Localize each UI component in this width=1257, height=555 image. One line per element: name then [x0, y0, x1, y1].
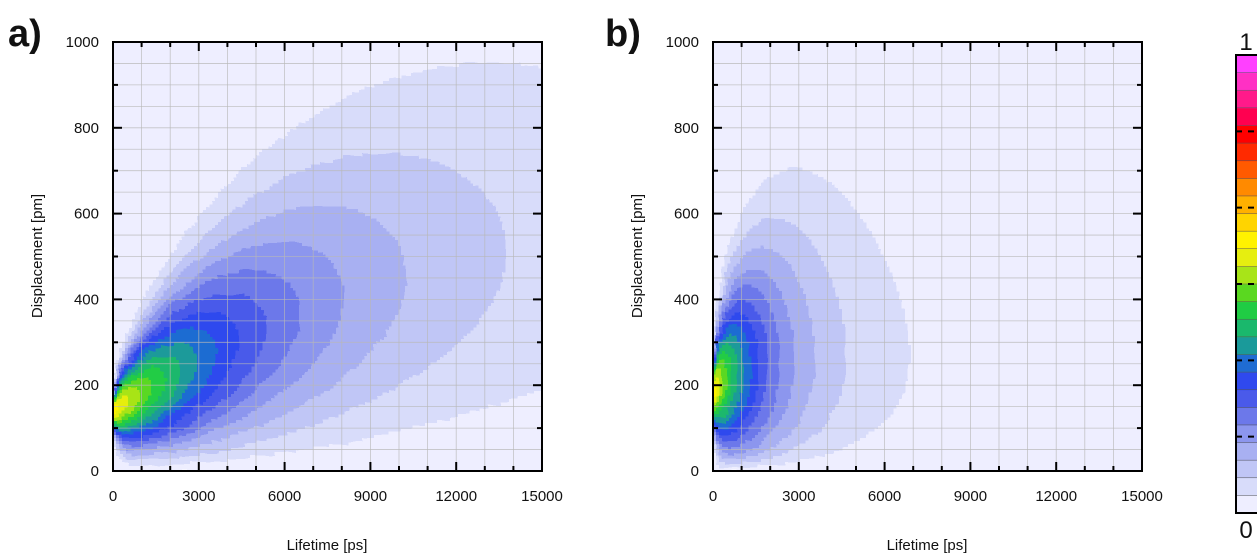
panel-a-xtick-label: 0 [109, 488, 117, 505]
panel-a-xtick-label: 15000 [521, 488, 563, 505]
colorbar-band [1236, 389, 1257, 408]
panel-a-ytick-label: 400 [74, 291, 99, 308]
panel-a-xticks: 0 3000 6000 9000 12000 15000 [109, 42, 563, 505]
colorbar-band [1236, 231, 1257, 250]
colorbar-max-label: 1 [1239, 29, 1252, 56]
panel-b: b) 0 3000 6000 9000 12000 15000 0 200 400 600 800… [605, 13, 1163, 554]
colorbar-bands [1236, 55, 1257, 514]
colorbar-band [1236, 143, 1257, 162]
panel-a-ytick-label: 800 [74, 120, 99, 137]
colorbar-band [1236, 460, 1257, 479]
colorbar: 1 0 [1235, 29, 1257, 544]
panel-a-xtick-label: 9000 [354, 488, 387, 505]
panel-b-xtick-label: 3000 [782, 488, 815, 505]
panel-a-xlabel: Lifetime [ps] [287, 537, 368, 554]
panel-a-ytick-label: 200 [74, 377, 99, 394]
colorbar-band [1236, 442, 1257, 461]
panel-b-grid [712, 41, 1143, 472]
panel-a-ylabel: Displacement [pm] [29, 194, 46, 318]
colorbar-band [1236, 319, 1257, 338]
panel-a-ytick-label: 600 [74, 206, 99, 223]
panel-b-yticks: 0 200 400 600 800 1000 [666, 34, 1142, 480]
panel-b-ylabel: Displacement [pm] [629, 194, 646, 318]
panel-b-letter: b) [605, 13, 641, 55]
colorbar-band [1236, 336, 1257, 355]
panel-b-xlabel: Lifetime [ps] [887, 537, 968, 554]
panel-a-letter: a) [8, 13, 42, 55]
colorbar-band [1236, 160, 1257, 179]
colorbar-band [1236, 178, 1257, 197]
panel-b-ytick-label: 400 [674, 291, 699, 308]
panel-b-ytick-label: 0 [691, 463, 699, 480]
panel-b-ytick-label: 1000 [666, 34, 699, 51]
panel-b-xticks: 0 3000 6000 9000 12000 15000 [709, 42, 1163, 505]
panel-b-ytick-label: 600 [674, 206, 699, 223]
panel-a-grid [112, 41, 543, 472]
panel-a-ytick-label: 0 [91, 463, 99, 480]
panel-a-xtick-label: 6000 [268, 488, 301, 505]
panel-a-xtick-label: 12000 [435, 488, 477, 505]
colorbar-band [1236, 424, 1257, 444]
panel-a-yticks: 0 200 400 600 800 1000 [66, 34, 542, 480]
colorbar-band [1236, 195, 1257, 215]
colorbar-band [1236, 495, 1257, 514]
panel-b-xtick-label: 6000 [868, 488, 901, 505]
panel-a-xtick-label: 3000 [182, 488, 215, 505]
colorbar-band [1236, 284, 1257, 303]
colorbar-band [1236, 107, 1257, 126]
panel-b-xtick-label: 12000 [1035, 488, 1077, 505]
colorbar-band [1236, 477, 1257, 496]
colorbar-band [1236, 354, 1257, 373]
colorbar-band [1236, 55, 1257, 74]
panel-a: a) 0 3000 6000 9000 12000 15000 0 200 400 600 800… [8, 13, 563, 554]
panel-b-ytick-label: 200 [674, 377, 699, 394]
colorbar-band [1236, 90, 1257, 109]
colorbar-band [1236, 72, 1257, 91]
panel-b-ytick-label: 800 [674, 120, 699, 137]
colorbar-band [1236, 301, 1257, 320]
panel-b-xtick-label: 9000 [954, 488, 987, 505]
panel-a-ytick-label: 1000 [66, 34, 99, 51]
panel-b-xtick-label: 15000 [1121, 488, 1163, 505]
colorbar-band [1236, 266, 1257, 285]
panel-b-xtick-label: 0 [709, 488, 717, 505]
colorbar-min-label: 0 [1239, 517, 1252, 544]
colorbar-band [1236, 125, 1257, 144]
colorbar-band [1236, 407, 1257, 426]
colorbar-ticks [1236, 130, 1257, 438]
colorbar-band [1236, 372, 1257, 391]
colorbar-band [1236, 213, 1257, 232]
colorbar-band [1236, 248, 1257, 267]
